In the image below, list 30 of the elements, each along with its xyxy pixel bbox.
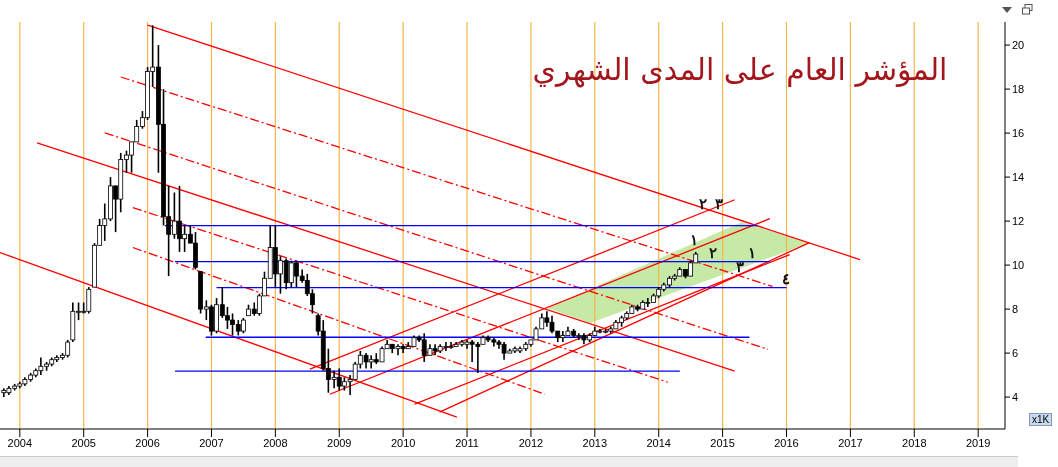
x-tick-label: 2012 (518, 436, 544, 449)
x-tick-label: 2008 (263, 436, 288, 449)
x-tick-label: 2011 (455, 436, 479, 449)
x-tick-label: 2015 (710, 436, 735, 449)
y-tick-label: 12 (1012, 215, 1025, 228)
x-tick-label: 2016 (774, 436, 799, 449)
annotation: ١ (690, 230, 699, 248)
x-tick-label: 2013 (582, 436, 608, 449)
x-tick-label: 2009 (327, 436, 352, 449)
text: x1K (1029, 413, 1053, 426)
x-tick-label: 2004 (7, 436, 33, 449)
y-tick-label: 6 (1012, 347, 1019, 360)
x-tick-label: 2007 (199, 436, 224, 449)
x-tick-label: 2006 (135, 436, 160, 449)
x-tick-label: 2010 (390, 436, 416, 449)
y-tick-label: 8 (1012, 303, 1019, 316)
x-tick-label: 2018 (902, 436, 927, 449)
y-tick-label: 16 (1012, 127, 1025, 140)
x-tick-label: 2014 (646, 436, 671, 449)
y-tick-label: 20 (1012, 39, 1025, 51)
y-tick-label: 4 (1012, 391, 1019, 404)
annotation: ١ (747, 243, 756, 261)
y-tick-label: 18 (1012, 83, 1025, 95)
annotation: ٣ (735, 257, 744, 275)
annotation: ٢ (709, 243, 718, 261)
x-tick-label: 2019 (965, 436, 991, 449)
x-tick-label: 2005 (71, 436, 96, 449)
y-tick-label: 14 (1012, 171, 1025, 184)
y-tick-label: 10 (1012, 259, 1025, 272)
x-tick-label: 2017 (838, 436, 863, 449)
